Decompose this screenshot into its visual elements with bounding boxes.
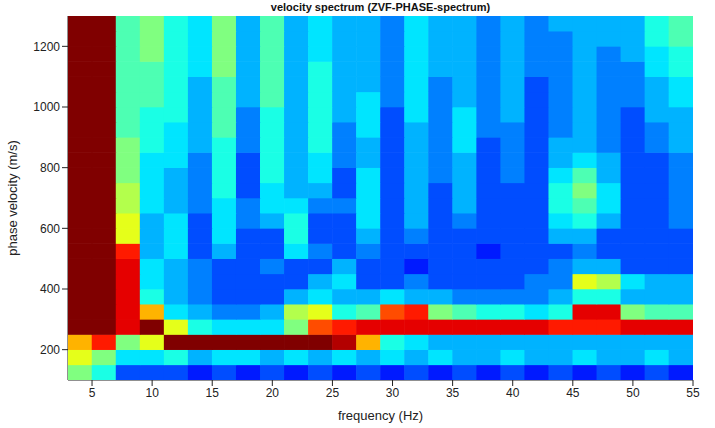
- svg-text:35: 35: [446, 386, 460, 400]
- svg-text:55: 55: [686, 386, 700, 400]
- svg-text:200: 200: [40, 343, 60, 357]
- svg-text:1000: 1000: [33, 100, 60, 114]
- svg-text:1200: 1200: [33, 40, 60, 54]
- svg-text:45: 45: [566, 386, 580, 400]
- svg-text:30: 30: [386, 386, 400, 400]
- svg-text:5: 5: [89, 386, 96, 400]
- svg-text:800: 800: [40, 161, 60, 175]
- svg-text:20: 20: [266, 386, 280, 400]
- svg-text:phase velocity (m/s): phase velocity (m/s): [5, 140, 20, 256]
- svg-text:frequency (Hz): frequency (Hz): [338, 408, 423, 423]
- svg-text:50: 50: [626, 386, 640, 400]
- svg-text:400: 400: [40, 282, 60, 296]
- svg-text:600: 600: [40, 222, 60, 236]
- svg-text:15: 15: [206, 386, 220, 400]
- svg-text:40: 40: [506, 386, 520, 400]
- svg-text:25: 25: [326, 386, 340, 400]
- svg-text:10: 10: [145, 386, 159, 400]
- html-text:velocity spectrum (ZVF-PHASE-s: velocity spectrum (ZVF-PHASE-spectrum): [270, 1, 491, 13]
